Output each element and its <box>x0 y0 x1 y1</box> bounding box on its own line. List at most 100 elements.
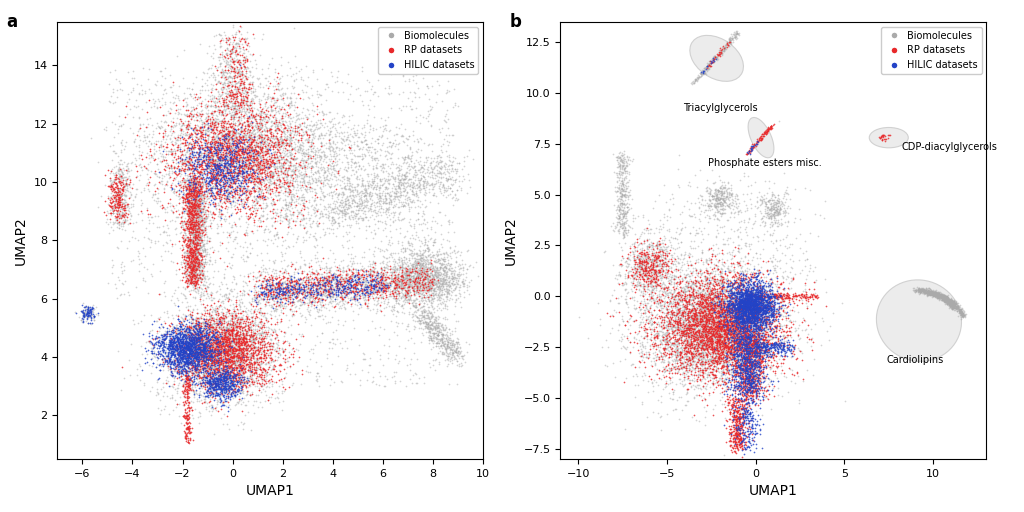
Point <box>190 338 207 347</box>
Point <box>183 110 200 118</box>
Point <box>210 148 226 157</box>
Point <box>215 314 231 322</box>
Point <box>202 128 218 136</box>
Point <box>193 249 209 257</box>
Point <box>929 291 945 299</box>
Point <box>219 358 236 366</box>
Point <box>190 337 207 345</box>
Point <box>228 341 245 349</box>
Point <box>763 274 779 283</box>
Point <box>724 34 740 42</box>
Point <box>449 340 465 348</box>
Point <box>837 397 853 405</box>
Point <box>758 309 774 317</box>
Point <box>193 243 209 251</box>
Point <box>189 200 206 208</box>
Point <box>218 131 234 139</box>
Point <box>188 276 205 285</box>
Point <box>179 331 196 339</box>
Point <box>209 357 225 365</box>
Point <box>423 334 439 342</box>
Point <box>425 329 441 337</box>
Point <box>797 317 813 325</box>
Point <box>256 158 272 166</box>
Point <box>639 269 655 277</box>
Point <box>179 329 196 337</box>
Point <box>675 313 691 321</box>
Point <box>934 293 950 301</box>
Point <box>451 172 467 180</box>
Point <box>762 253 778 262</box>
Point <box>388 276 404 285</box>
Point <box>255 144 271 152</box>
Point <box>279 136 295 144</box>
Point <box>185 202 202 210</box>
Point <box>757 346 773 354</box>
Point <box>679 309 695 317</box>
Point <box>697 317 714 325</box>
Point <box>263 278 280 286</box>
Point <box>783 250 800 259</box>
Point <box>209 165 225 173</box>
Point <box>218 375 234 383</box>
Point <box>204 356 220 365</box>
Point <box>715 314 731 322</box>
Point <box>703 294 720 303</box>
Point <box>712 187 728 195</box>
Point <box>739 290 756 298</box>
Point <box>366 145 382 154</box>
Point <box>253 373 269 381</box>
Point <box>427 276 443 285</box>
Point <box>934 295 950 304</box>
Point <box>435 180 452 188</box>
Point <box>108 195 124 203</box>
Point <box>183 183 200 191</box>
Point <box>102 202 119 210</box>
Point <box>636 258 652 266</box>
Point <box>233 345 250 353</box>
Point <box>188 191 205 200</box>
Point <box>204 160 220 168</box>
Point <box>181 381 198 389</box>
Point <box>705 296 721 305</box>
Point <box>397 175 414 183</box>
Point <box>216 171 232 179</box>
Point <box>647 252 664 260</box>
Point <box>424 317 440 326</box>
Point <box>725 340 741 349</box>
Point <box>406 312 422 321</box>
Point <box>316 167 333 176</box>
Point <box>183 329 200 337</box>
Point <box>280 283 296 291</box>
Point <box>175 345 191 353</box>
Point <box>243 131 259 139</box>
Point <box>694 290 711 298</box>
Point <box>763 293 779 302</box>
Point <box>682 339 698 347</box>
Point <box>740 355 757 363</box>
Point <box>224 315 241 323</box>
Point <box>341 279 357 287</box>
Point <box>713 301 729 309</box>
Point <box>208 346 224 354</box>
Point <box>734 309 751 317</box>
Point <box>450 272 466 281</box>
Point <box>268 122 285 130</box>
Point <box>951 306 968 314</box>
Point <box>232 319 249 327</box>
Point <box>730 273 746 281</box>
Point <box>199 267 215 275</box>
Point <box>206 386 222 394</box>
Point <box>715 283 731 291</box>
Point <box>645 287 662 295</box>
Point <box>458 269 474 278</box>
Point <box>718 306 734 314</box>
Point <box>183 346 200 354</box>
Point <box>418 318 434 326</box>
Point <box>753 299 769 307</box>
Point <box>720 289 736 297</box>
Point <box>309 206 326 215</box>
Point <box>135 186 152 195</box>
Point <box>921 291 937 300</box>
Point <box>177 230 194 239</box>
